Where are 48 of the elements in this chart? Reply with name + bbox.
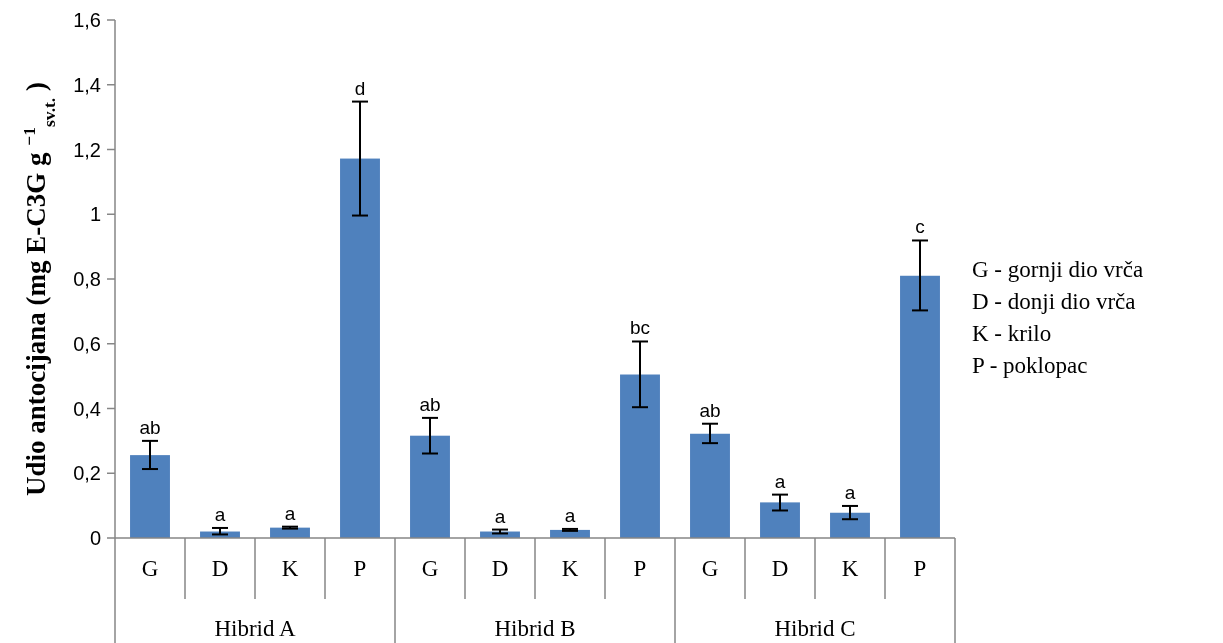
x-tick-label: K	[561, 556, 579, 581]
x-tick-label: P	[353, 556, 367, 581]
data-label: ab	[699, 399, 721, 421]
data-label: d	[354, 77, 366, 99]
y-tick-label: 1,6	[73, 9, 101, 31]
x-tick-label: G	[141, 556, 159, 581]
y-tick-label: 1	[89, 203, 101, 226]
bar	[410, 435, 450, 538]
x-tick-label: G	[421, 556, 439, 581]
x-tick-label: D	[771, 556, 789, 581]
y-tick-label: 0	[89, 527, 101, 549]
text: Hibrid B	[494, 616, 576, 641]
text: D - donji dio vrča	[972, 289, 1136, 314]
y-tick-label: 1,2	[73, 138, 101, 161]
text: G - gornji dio vrča	[972, 257, 1144, 282]
data-label: c	[915, 216, 925, 238]
data-label: ab	[139, 416, 161, 438]
bar	[690, 433, 730, 538]
bar	[620, 374, 660, 538]
y-tick-label: 0,8	[73, 268, 101, 290]
data-label: a	[214, 503, 226, 525]
bar	[130, 455, 170, 538]
bar	[760, 502, 800, 538]
data-label: a	[284, 502, 296, 524]
bar	[900, 275, 940, 538]
y-tick-label: 0,6	[73, 332, 101, 355]
x-tick-label: G	[701, 556, 719, 581]
x-tick-label: D	[491, 556, 509, 581]
x-tick-label: K	[841, 556, 859, 581]
data-label: a	[564, 504, 576, 526]
data-label: bc	[629, 317, 651, 339]
data-label: ab	[419, 393, 441, 415]
text: K - krilo	[972, 321, 1052, 346]
x-tick-label: D	[211, 556, 229, 581]
text: Hibrid C	[774, 616, 856, 641]
x-tick-label: P	[913, 556, 927, 581]
x-tick-label: P	[633, 556, 647, 581]
data-label: a	[494, 505, 506, 527]
x-tick-label: K	[281, 556, 299, 581]
data-label: a	[774, 470, 786, 492]
data-label: a	[844, 481, 856, 503]
bar	[830, 512, 870, 538]
y-tick-label: 1,4	[73, 73, 101, 96]
y-tick-label: 0,2	[73, 462, 101, 485]
y-tick-label: 0,4	[73, 397, 101, 420]
bar	[340, 158, 380, 538]
text: P - poklopac	[972, 353, 1088, 378]
text: Hibrid A	[214, 616, 296, 641]
